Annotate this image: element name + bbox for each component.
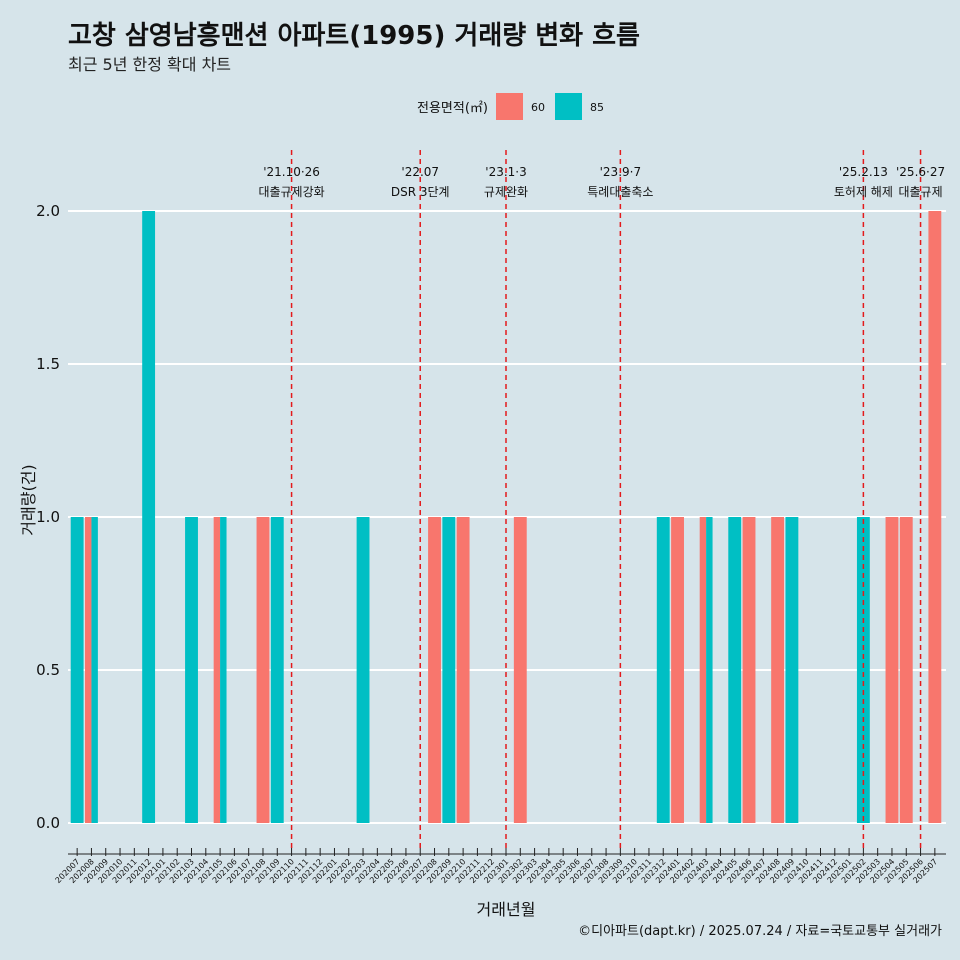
bar-85-202209 (442, 517, 456, 823)
y-tick-label: 0.0 (36, 814, 60, 832)
bar-85-202409 (785, 517, 799, 823)
bar-60-202105 (213, 517, 221, 823)
bar-60-202302 (513, 517, 527, 823)
y-tick-label: 0.5 (36, 661, 60, 679)
bar-85-202312 (656, 517, 670, 823)
event-label: 토허제 해제 (834, 185, 893, 199)
bar-85-202502 (856, 517, 870, 823)
chart-title: 고창 삼영남흥맨션 아파트(1995) 거래량 변화 흐름 (68, 21, 640, 51)
bar-60-202108 (256, 517, 270, 823)
event-label: 특례대출축소 (587, 185, 653, 199)
bar-85-202007 (70, 517, 84, 823)
legend-swatch-85 (555, 93, 582, 120)
legend: 전용면적(㎡) 60 85 (417, 93, 604, 120)
event-label: 규제완화 (484, 185, 528, 199)
bar-60-202504 (885, 517, 899, 823)
bar-60-202408 (771, 517, 785, 823)
event-date: '22.07 (401, 165, 439, 179)
bar-85-202105 (220, 517, 227, 823)
bar-60-202406 (742, 517, 756, 823)
bar-85-202403 (706, 517, 713, 823)
event-date: '21.10·26 (263, 165, 320, 179)
bar-85-202109 (270, 517, 284, 823)
bar-60-202505 (899, 517, 913, 823)
y-axis-ticks: 0.0 0.5 1.0 1.5 2.0 (36, 202, 60, 832)
bars (70, 211, 942, 823)
grid (68, 210, 946, 824)
bar-60-202210 (456, 517, 470, 823)
legend-swatch-60 (496, 93, 523, 120)
y-tick-label: 2.0 (36, 202, 60, 220)
bar-60-202507 (928, 211, 942, 823)
bar-85-202405 (728, 517, 742, 823)
bar-85-202012 (142, 211, 156, 823)
legend-label-85: 85 (590, 101, 604, 114)
bar-60-202403 (699, 517, 707, 823)
event-date: '23.1·3 (485, 165, 526, 179)
bar-85-202103 (185, 517, 198, 823)
bar-60-202401 (671, 517, 684, 823)
x-axis-title: 거래년월 (477, 900, 536, 919)
chart-subtitle: 최근 5년 한정 확대 차트 (68, 55, 231, 74)
y-tick-label: 1.5 (36, 355, 60, 373)
bar-85-202008 (91, 517, 98, 823)
caption: ©디아파트(dapt.kr) / 2025.07.24 / 자료=국토교통부 실… (578, 924, 942, 939)
y-tick-label: 1.0 (36, 508, 60, 526)
event-date: '23.9·7 (600, 165, 641, 179)
y-axis-title: 거래량(건) (19, 464, 38, 535)
bar-60-202008 (85, 517, 92, 823)
bar-85-202203 (356, 517, 370, 823)
event-date: '25.2.13 (839, 165, 888, 179)
event-label: 대출규제 (898, 185, 942, 199)
event-date: '25.6·27 (896, 165, 945, 179)
legend-label-60: 60 (531, 101, 545, 114)
bar-60-202208 (428, 517, 441, 823)
event-label: 대출규제강화 (258, 185, 324, 199)
legend-title: 전용면적(㎡) (417, 101, 488, 116)
event-lines: '21.10·26 대출규제강화 '22.07 DSR 3단계 '23.1·3 규제완화 '… (258, 150, 945, 850)
event-label: DSR 3단계 (391, 185, 450, 199)
x-axis: 2020072020082020092020102020112020122021… (54, 848, 946, 885)
